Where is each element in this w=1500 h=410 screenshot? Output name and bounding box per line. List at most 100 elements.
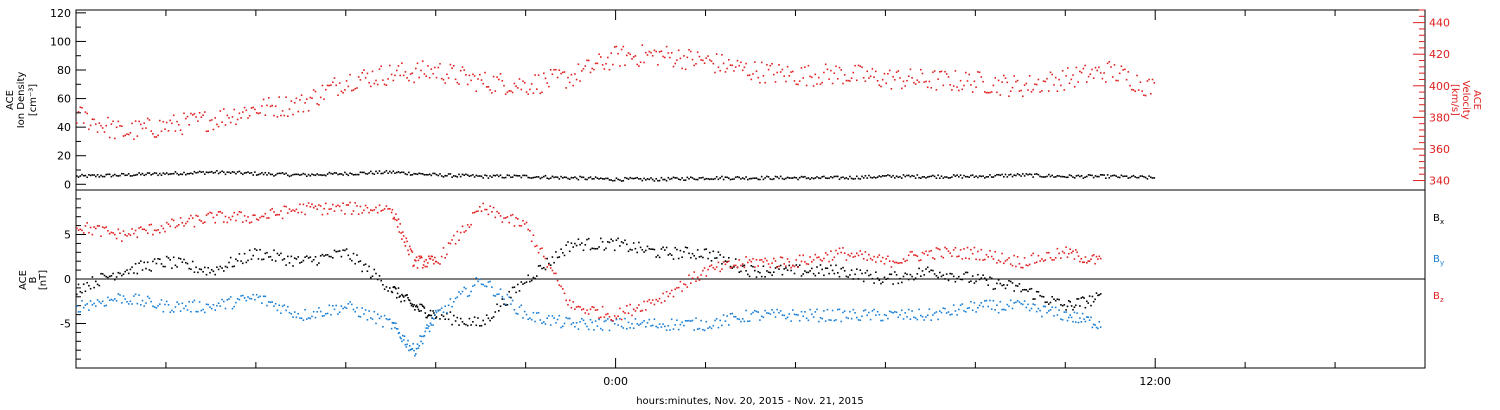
b-series-0-point — [410, 304, 413, 307]
b-series-1-point — [901, 309, 903, 312]
b-series-2-point — [638, 304, 640, 306]
ion-density-series-point — [705, 177, 708, 180]
b-series-2-point — [567, 303, 569, 306]
velocity-series-point — [869, 75, 872, 77]
ion-density-series-point — [847, 178, 849, 180]
b-series-1-point — [997, 311, 1000, 314]
b-series-0-point — [323, 255, 325, 257]
velocity-series-point — [1070, 78, 1073, 81]
velocity-series-point — [980, 76, 983, 78]
ion-density-series-point — [885, 175, 887, 177]
velocity-series-point — [418, 76, 420, 79]
b-series-2-point — [740, 264, 742, 267]
b-series-1-point — [866, 314, 868, 317]
b-series-2-point — [1090, 258, 1092, 260]
b-series-2-point — [143, 228, 145, 231]
velocity-series-point — [574, 73, 576, 75]
b-series-2-point — [965, 257, 967, 259]
velocity-series-point — [499, 73, 502, 75]
b-series-1-point — [885, 314, 887, 317]
velocity-series-point — [570, 73, 573, 76]
b-series-1-point — [733, 315, 735, 318]
b-series-1-point — [427, 327, 429, 329]
b-series-1-point — [257, 296, 260, 299]
b-series-2-point — [651, 299, 654, 301]
b-series-1-point — [764, 309, 766, 312]
velocity-series-point — [1067, 67, 1069, 69]
b-series-1-point — [890, 311, 893, 313]
b-series-0-point — [95, 280, 97, 283]
b-series-1-point — [539, 319, 542, 321]
ion-density-series-point — [430, 174, 433, 177]
velocity-series-point — [1087, 75, 1090, 78]
b-series-1-point — [245, 299, 248, 302]
b-series-1-point — [434, 314, 436, 316]
ion-density-series-point — [330, 172, 332, 175]
velocity-series-point — [188, 124, 190, 126]
legend-sub-x: x — [1440, 218, 1444, 226]
b-series-0-point — [819, 264, 822, 266]
b-series-1-point — [383, 314, 386, 317]
b-series-0-point — [975, 280, 977, 283]
b-series-1-point — [373, 310, 376, 313]
velocity-series-point — [1042, 80, 1045, 82]
b-series-1-point — [1063, 311, 1066, 313]
ion-density-series-point — [1101, 174, 1104, 176]
b-series-0-point — [1003, 284, 1005, 286]
top-left-tick-label: 100 — [50, 35, 71, 48]
ion-density-series-point — [145, 173, 147, 176]
b-series-1-point — [487, 281, 490, 283]
velocity-series-point — [117, 120, 120, 123]
b-series-2-point — [833, 256, 836, 259]
b-series-0-point — [510, 296, 512, 299]
velocity-series-point — [413, 81, 415, 84]
b-series-1-point — [307, 317, 310, 319]
b-series-0-point — [809, 270, 811, 272]
ion-density-series-point — [544, 174, 547, 177]
b-series-1-point — [259, 295, 261, 298]
velocity-series-point — [778, 64, 780, 66]
b-series-1-point — [403, 335, 406, 337]
b-series-2-point — [91, 233, 94, 236]
ion-density-series-point — [470, 174, 472, 177]
b-series-0-point — [288, 262, 291, 264]
b-series-1-point — [664, 325, 666, 328]
ion-density-series-point — [138, 172, 140, 174]
b-series-1-point — [515, 312, 517, 315]
ion-density-series-point — [89, 174, 92, 177]
b-series-1-point — [479, 278, 481, 281]
b-series-2-point — [600, 316, 602, 319]
b-series-0-point — [850, 269, 853, 271]
top-ylabel-right-line2: Velocity — [1460, 80, 1471, 119]
b-series-1-point — [1018, 301, 1021, 303]
b-series-0-point — [236, 260, 239, 262]
b-series-0-point — [534, 277, 536, 280]
b-series-0-point — [774, 267, 777, 269]
b-series-1-point — [754, 309, 756, 312]
ion-density-series-point — [1120, 174, 1123, 177]
b-series-2-point — [133, 232, 135, 235]
b-series-2-point — [695, 280, 697, 282]
b-series-2-point — [385, 205, 388, 207]
ion-density-series-point — [916, 174, 919, 176]
ion-density-series-point — [745, 176, 747, 178]
b-series-0-point — [172, 256, 175, 259]
b-series-0-point — [351, 259, 353, 262]
b-series-2-point — [897, 262, 900, 265]
b-series-0-point — [134, 263, 137, 265]
b-series-2-point — [845, 259, 848, 261]
velocity-series-point — [532, 92, 535, 94]
b-series-1-point — [786, 316, 789, 319]
ion-density-series-point — [1077, 174, 1079, 177]
b-series-0-point — [837, 272, 839, 274]
ion-density-series-point — [504, 176, 507, 179]
velocity-series-point — [283, 114, 286, 117]
b-series-0-point — [570, 242, 573, 244]
ion-density-series-point — [548, 178, 550, 180]
b-series-1-point — [254, 298, 256, 301]
ion-density-series-point — [159, 172, 161, 175]
velocity-series-point — [646, 54, 649, 56]
ion-density-series-point — [1016, 173, 1019, 175]
velocity-series-point — [504, 93, 507, 95]
